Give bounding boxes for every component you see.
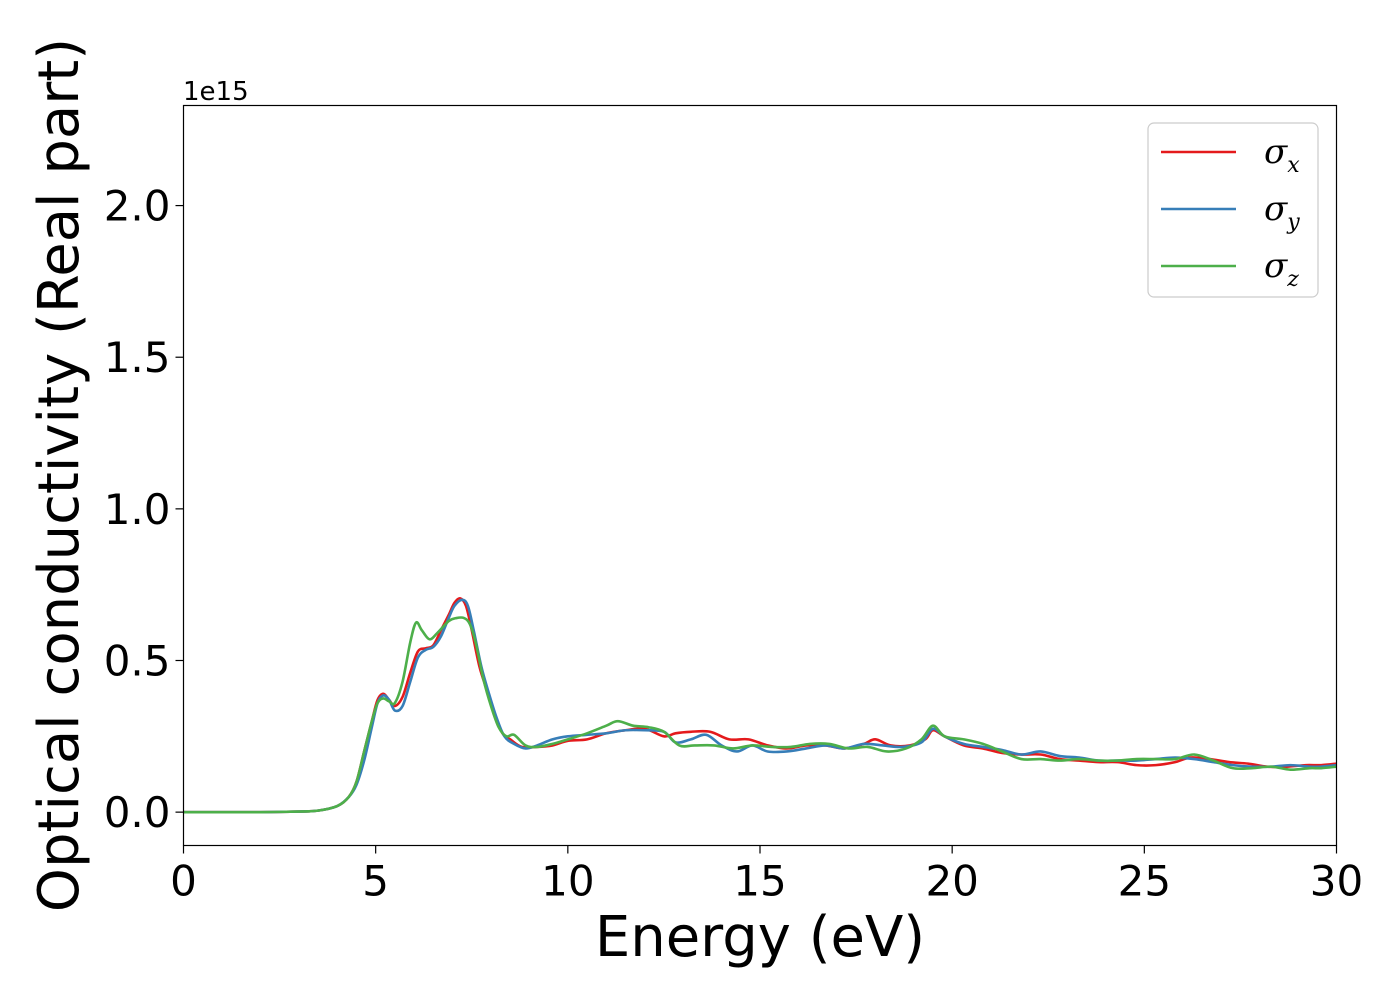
legend-subscript: y <box>1286 210 1300 235</box>
series-layer <box>183 596 1337 814</box>
legend-subscript: z <box>1286 267 1299 292</box>
y-tick-label: 1.5 <box>104 333 171 382</box>
y-tick-label: 0.5 <box>104 637 171 686</box>
x-axis: 0 5 10 15 20 25 30 <box>170 845 1363 906</box>
y-tick-label: 0.0 <box>104 788 171 837</box>
x-tick-label: 5 <box>362 857 389 906</box>
x-tick-label: 0 <box>170 857 197 906</box>
x-tick-label: 15 <box>733 857 786 906</box>
y-tick-label: 2.0 <box>104 182 171 231</box>
y-tick-label: 1.0 <box>104 485 171 534</box>
x-tick-label: 25 <box>1118 857 1171 906</box>
x-axis-title: Energy (eV) <box>595 905 925 970</box>
y-offset-text: 1e15 <box>183 77 249 107</box>
legend-subscript: x <box>1287 153 1300 178</box>
x-tick-label: 20 <box>925 857 978 906</box>
y-axis-title: Optical conductivity (Real part) <box>27 38 92 912</box>
y-axis: 0.0 0.5 1.0 1.5 2.0 <box>104 182 184 837</box>
x-tick-label: 10 <box>541 857 594 906</box>
x-tick-label: 30 <box>1310 857 1363 906</box>
series-line-sigma-z <box>183 616 1337 814</box>
